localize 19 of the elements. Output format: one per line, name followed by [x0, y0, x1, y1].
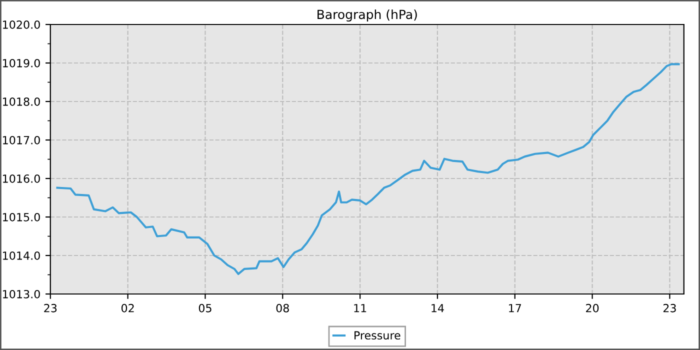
x-tick-label: 11	[354, 304, 366, 312]
x-tick-label: 14	[432, 304, 444, 312]
x-tick-label: 23	[663, 304, 676, 312]
y-tick-label: 1020.0	[3, 20, 40, 29]
x-tick-label: 20	[586, 304, 599, 312]
chart-title: Barograph (hPa)	[318, 9, 417, 22]
x-tick-label: 23	[44, 304, 57, 312]
x-tick-label: 02	[121, 304, 134, 312]
y-tick-label: 1018.0	[3, 97, 40, 106]
legend-label: Pressure	[354, 331, 400, 340]
y-tick-label: 1019.0	[3, 58, 40, 68]
x-tick-label: 08	[276, 304, 289, 312]
y-tick-label: 1015.0	[3, 212, 40, 222]
y-tick-label: 1014.0	[3, 251, 40, 260]
x-tick-label: 17	[509, 304, 521, 312]
y-tick-label: 1013.0	[3, 290, 40, 298]
x-tick-label: 05	[198, 304, 212, 312]
y-tick-label: 1017.0	[3, 136, 40, 144]
y-tick-label: 1016.0	[3, 174, 40, 183]
